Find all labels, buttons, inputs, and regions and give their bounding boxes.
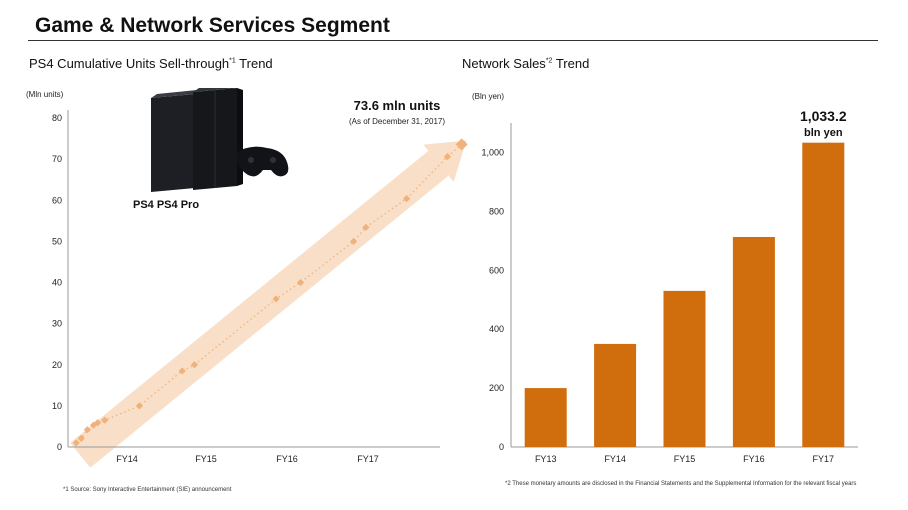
left-chart-heading: PS4 Cumulative Units Sell-through*1 Tren… (29, 56, 273, 71)
left-x-tick-label: FY15 (195, 454, 217, 464)
network-sales-bar (524, 388, 567, 447)
ps4-units-point (101, 416, 109, 424)
right-y-tick-label: 600 (489, 265, 504, 275)
left-y-tick-label: 70 (52, 154, 62, 164)
left-y-tick-label: 80 (52, 113, 62, 123)
left-footnote: *1 Source: Sony Interactive Entertainmen… (63, 487, 232, 493)
ps4-units-point (443, 153, 452, 161)
ps4-units-point (93, 419, 102, 427)
left-y-tick-label: 20 (52, 360, 62, 370)
network-sales-bar (663, 290, 706, 447)
right-x-tick-label: FY17 (813, 454, 835, 464)
right-y-tick-label: 200 (489, 383, 504, 393)
slide-title: Game & Network Services Segment (35, 14, 390, 37)
title-divider (28, 40, 878, 41)
right-heading-suffix: Trend (555, 56, 590, 71)
right-callout-value: 1,033.2 (800, 108, 847, 124)
left-heading-sup: *1 (229, 57, 236, 65)
left-y-tick-label: 30 (52, 319, 62, 329)
right-y-tick-label: 400 (489, 324, 504, 334)
ps4-units-point (190, 361, 199, 369)
right-unit-label: (Bln yen) (472, 92, 504, 101)
ps4-units-point (72, 439, 80, 447)
left-x-tick-label: FY14 (116, 454, 138, 464)
right-x-tick-label: FY13 (535, 454, 557, 464)
network-sales-chart: (Bln yen) 0 200 400 600 800 1,000 FY13 FY14 FY15 F… (472, 92, 858, 464)
right-x-tick-label: FY15 (674, 454, 696, 464)
left-y-tick-label: 0 (57, 442, 62, 452)
network-sales-bar (802, 142, 845, 447)
ps4-units-point (272, 295, 280, 303)
right-y-tick-label: 800 (489, 206, 504, 216)
left-heading-suffix: Trend (239, 56, 273, 71)
trend-arrow (70, 140, 467, 468)
ps4-units-point (83, 426, 91, 434)
right-x-tick-label: FY16 (743, 454, 765, 464)
right-y-tick-label: 0 (499, 442, 504, 452)
network-sales-bar (594, 343, 637, 447)
left-y-tick-label: 40 (52, 278, 62, 288)
left-unit-label: (Mln units) (26, 90, 64, 99)
ps4-units-point (77, 434, 85, 442)
left-y-tick-label: 50 (52, 236, 62, 246)
ps4-units-point (403, 195, 411, 203)
right-footnote: *2 These monetary amounts are disclosed … (505, 481, 857, 487)
left-callout-date: (As of December 31, 2017) (349, 117, 445, 126)
ps4-logos: PS4 PS4 Pro (133, 199, 200, 211)
ps4-units-point (296, 278, 305, 287)
left-y-tick-label: 10 (52, 401, 62, 411)
ps4-units-point (135, 402, 143, 410)
left-x-tick-label: FY17 (357, 454, 379, 464)
ps4-units-chart: (Mln units) 0 10 20 30 40 50 60 70 80 FY14 FY15 FY16… (26, 90, 468, 468)
ps4-units-point (350, 237, 358, 245)
left-y-tick-label: 60 (52, 195, 62, 205)
ps4-units-point (362, 223, 370, 231)
right-x-tick-label: FY14 (604, 454, 626, 464)
left-callout-value: 73.6 mln units (354, 98, 441, 113)
right-heading-text: Network Sales (462, 56, 546, 71)
ps4-console-image (151, 88, 289, 192)
right-heading-sup: *2 (545, 57, 553, 65)
left-x-tick-label: FY16 (276, 454, 298, 464)
ps4-units-point (455, 138, 468, 151)
right-y-tick-label: 1,000 (481, 147, 504, 157)
right-callout-unit: bln yen (804, 127, 843, 139)
right-chart-heading: Network Sales*2 Trend (462, 56, 589, 71)
ps4-units-point (89, 421, 98, 429)
ps4-units-point (178, 367, 186, 375)
left-heading-text: PS4 Cumulative Units Sell-through (29, 56, 230, 71)
network-sales-bar (732, 236, 775, 447)
